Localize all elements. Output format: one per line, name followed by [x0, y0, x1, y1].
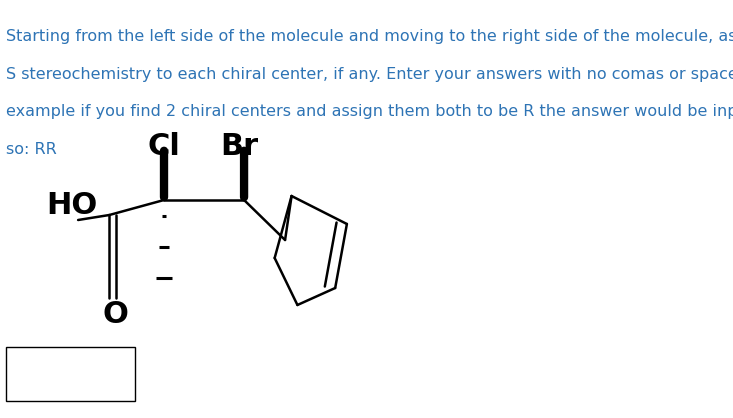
Text: Starting from the left side of the molecule and moving to the right side of the : Starting from the left side of the molec… [6, 29, 733, 44]
Text: so: RR: so: RR [6, 142, 57, 157]
Text: Br: Br [221, 132, 259, 161]
Text: Cl: Cl [148, 132, 181, 161]
Text: O: O [102, 300, 128, 329]
FancyBboxPatch shape [6, 347, 135, 401]
Text: S stereochemistry to each chiral center, if any. Enter your answers with no coma: S stereochemistry to each chiral center,… [6, 67, 733, 82]
Text: HO: HO [45, 191, 97, 220]
Text: example if you find 2 chiral centers and assign them both to be R the answer wou: example if you find 2 chiral centers and… [6, 104, 733, 120]
